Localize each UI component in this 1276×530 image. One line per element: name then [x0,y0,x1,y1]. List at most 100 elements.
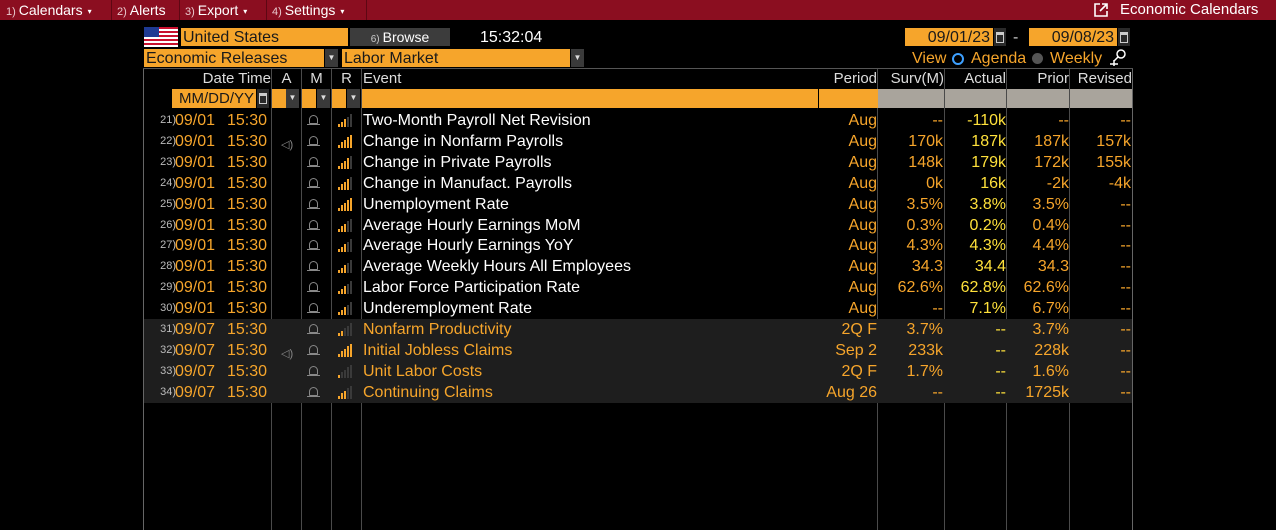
country-field[interactable]: United States [181,28,348,46]
menu-alerts[interactable]: 2) Alerts [117,0,166,20]
weekly-label[interactable]: Weekly [1050,50,1103,67]
event-filter-input[interactable] [362,89,877,108]
bell-icon[interactable] [307,261,320,272]
menu-export[interactable]: 3) Export ▾ [185,0,247,20]
bell-icon[interactable] [307,365,320,376]
event-name[interactable]: Average Hourly Earnings MoM [363,216,581,234]
chevron-down-icon[interactable]: ▼ [347,89,360,108]
revised-filter-input[interactable] [1070,89,1132,108]
relevance-bar [350,323,352,336]
event-name[interactable]: Underemployment Rate [363,300,532,318]
event-date: 09/01 [175,195,216,213]
event-name[interactable]: Average Hourly Earnings YoY [363,237,574,255]
bell-icon[interactable] [307,135,320,146]
date-filter-input[interactable]: MM/DD/YY [172,89,256,108]
bell-icon[interactable] [307,240,320,251]
col-header-survey[interactable]: Surv(M) [890,70,944,87]
event-name[interactable]: Average Weekly Hours All Employees [363,258,631,276]
event-name[interactable]: Two-Month Payroll Net Revision [363,112,591,129]
chevron-down-icon[interactable]: ▼ [325,49,338,67]
col-header-alert[interactable]: A [281,70,292,87]
prior-value: 1.6% [1032,362,1069,380]
bell-icon[interactable] [307,156,320,167]
actual-filter-input[interactable] [945,89,1006,108]
bell-icon[interactable] [307,386,320,397]
col-header-revised[interactable]: Revised [1077,70,1132,87]
event-name[interactable]: Initial Jobless Claims [363,341,513,359]
search-settings-icon[interactable] [1108,48,1128,66]
event-name[interactable]: Nonfarm Productivity [363,321,512,338]
agenda-label[interactable]: Agenda [971,50,1027,67]
event-name[interactable]: Labor Force Participation Rate [363,279,580,297]
col-header-period[interactable]: Period [833,70,877,87]
col-header-monitor[interactable]: M [310,70,323,87]
bell-icon[interactable] [307,324,320,334]
economic-calendars-link[interactable]: Economic Calendars [1120,1,1259,18]
survey-filter-input[interactable] [878,89,944,108]
chevron-down-icon[interactable]: ▼ [317,89,330,108]
release-type-select[interactable]: Economic Releases [144,49,324,67]
bell-icon[interactable] [307,115,320,125]
chevron-down-icon[interactable]: ▼ [571,49,584,67]
relevance-bar [344,307,346,316]
category-select[interactable]: Labor Market [342,49,570,67]
end-date-field[interactable]: 09/08/23 [1029,28,1117,46]
monitor-filter[interactable] [302,89,316,108]
table-row[interactable]: 28) 09/01 15:30 Average Weekly Hours All Em… [144,256,1132,277]
relevance-bar [341,163,343,169]
external-link-icon[interactable] [1094,3,1108,17]
table-row[interactable]: 27) 09/01 15:30 Average Hourly Earnings YoY… [144,235,1132,256]
table-row[interactable]: 31) 09/07 15:30 Nonfarm Productivity 2Q F 3.7… [144,319,1132,340]
col-header-actual[interactable]: Actual [964,70,1006,87]
relevance-bar [338,186,340,190]
bell-icon[interactable] [307,177,320,188]
menu-calendars[interactable]: 1) Calendars ▾ [6,0,92,20]
actual-value: -- [995,383,1006,401]
table-row[interactable]: 32) 09/07 15:30 ◁) Initial Jobless Claims Sep… [144,339,1132,361]
calendar-icon[interactable] [1118,28,1130,46]
bell-icon[interactable] [307,282,320,293]
survey-value: 0.3% [906,216,943,234]
table-row[interactable]: 25) 09/01 15:30 Unemployment Rate Aug 3.5% 3.8… [144,194,1132,215]
bell-icon[interactable] [307,344,320,355]
table-row[interactable]: 34) 09/07 15:30 Continuing Claims Aug 26 -- --… [144,381,1132,403]
browse-button[interactable]: 6) Browse [350,28,450,46]
bell-icon[interactable] [307,303,320,314]
speaker-icon[interactable]: ◁) [281,138,294,151]
event-name[interactable]: Unit Labor Costs [363,362,483,380]
speaker-icon[interactable]: ◁) [281,347,294,360]
relevance-bar [350,260,352,274]
prior-filter-input[interactable] [1007,89,1069,108]
agenda-radio[interactable] [952,53,964,65]
table-row[interactable]: 29) 09/01 15:30 Labor Force Participation R… [144,277,1132,298]
table-row[interactable]: 23) 09/01 15:30 Change in Private Payrolls A… [144,152,1132,173]
revised-value: -- [1120,341,1131,359]
start-date-field[interactable]: 09/01/23 [905,28,993,46]
col-header-prior[interactable]: Prior [1037,70,1069,87]
event-name[interactable]: Unemployment Rate [363,195,509,213]
table-row[interactable]: 30) 09/01 15:30 Underemployment Rate Aug -- 7.… [144,298,1132,319]
bell-icon[interactable] [307,219,320,230]
row-number: 32) [160,343,176,356]
event-name[interactable]: Change in Private Payrolls [363,153,552,171]
col-header-event[interactable]: Event [363,70,402,87]
alert-filter[interactable] [272,89,286,108]
table-row[interactable]: 26) 09/01 15:30 Average Hourly Earnings MoM… [144,215,1132,236]
period-filter-input[interactable] [818,89,878,108]
calendar-icon[interactable] [994,28,1006,46]
weekly-radio[interactable] [1032,53,1043,64]
event-name[interactable]: Change in Nonfarm Payrolls [363,132,564,150]
event-name[interactable]: Change in Manufact. Payrolls [363,174,572,192]
menu-settings[interactable]: 4) Settings ▾ [272,0,344,20]
relevance-filter[interactable] [332,89,346,108]
chevron-down-icon[interactable]: ▼ [286,89,299,108]
table-row[interactable]: 24) 09/01 15:30 Change in Manufact. Payroll… [144,173,1132,194]
table-row[interactable]: 21) 09/01 15:30 Two-Month Payroll Net Revis… [144,110,1132,131]
event-name[interactable]: Continuing Claims [363,383,493,401]
calendar-icon[interactable] [257,89,269,108]
col-header-datetime[interactable]: Date Time [202,70,271,87]
table-row[interactable]: 22) 09/01 15:30 ◁) Change in Nonfarm Payroll… [144,131,1132,152]
table-row[interactable]: 33) 09/07 15:30 Unit Labor Costs 2Q F 1.7% -- 1… [144,360,1132,382]
bell-icon[interactable] [307,198,320,209]
col-header-relevance[interactable]: R [341,70,352,87]
